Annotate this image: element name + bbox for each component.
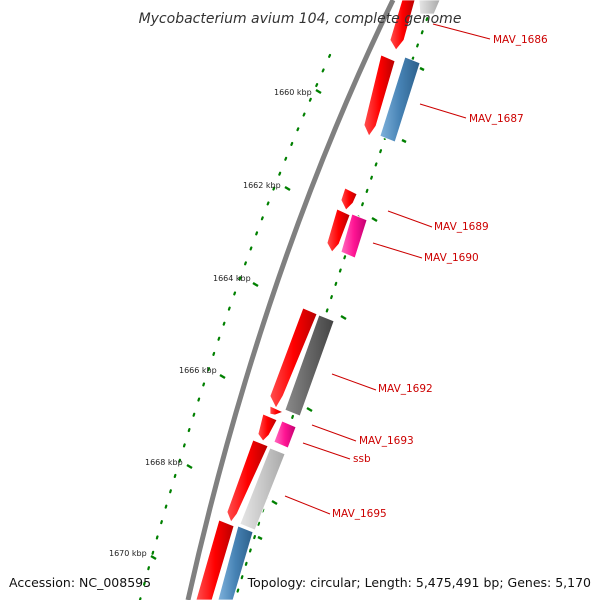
scale-tick-1670 — [150, 554, 157, 561]
gene-red-1692 — [269, 307, 318, 409]
gene-label-mav-1695[interactable]: MAV_1695 — [332, 508, 387, 520]
scale-tick-1662 — [284, 185, 291, 192]
gene-labels: MAV_1686 MAV_1687 MAV_1689 MAV_1690 MAV_… — [332, 34, 548, 520]
gene-red-1696 — [195, 519, 235, 600]
gene-red-1689 — [326, 208, 351, 253]
gene-label-ssb[interactable]: ssb — [353, 453, 371, 465]
gene-light-1695 — [239, 447, 286, 531]
tick-label-1668: 1668 kbp — [145, 458, 183, 467]
gene-features-alt — [217, 0, 441, 600]
scale-tick-1664 — [252, 281, 259, 288]
tick-label-1660: 1660 kbp — [274, 88, 312, 97]
gene-blue-1687 — [379, 56, 421, 143]
gene-red-1693 — [257, 413, 278, 442]
gene-dark-1692 — [284, 314, 335, 417]
gene-label-mav-1686[interactable]: MAV_1686 — [493, 34, 548, 46]
tick-label-1670: 1670 kbp — [109, 549, 147, 558]
scale-tick-marks — [150, 88, 322, 561]
scale-tick-1660 — [315, 88, 322, 95]
gene-label-mav-1690[interactable]: MAV_1690 — [424, 252, 479, 264]
gene-red-1688 — [340, 187, 358, 211]
gene-label-mav-1687[interactable]: MAV_1687 — [469, 113, 524, 125]
map-title: Mycobacterium avium 104, complete genome — [139, 11, 462, 27]
genome-summary-text: Topology: circular; Length: 5,475,491 bp… — [247, 575, 591, 590]
scale-tick-1668 — [186, 463, 193, 470]
scale-tick-labels: 1660 kbp 1662 kbp 1664 kbp 1666 kbp 1668… — [109, 88, 312, 558]
gene-red-1687 — [363, 54, 396, 137]
gene-red-ssb-pre — [226, 439, 269, 523]
gene-magenta-ssb — [273, 420, 297, 449]
gene-label-mav-1693[interactable]: MAV_1693 — [359, 435, 414, 447]
gene-blue-1696 — [217, 525, 254, 600]
tick-label-1664: 1664 kbp — [213, 274, 251, 283]
tick-label-1666: 1666 kbp — [179, 366, 217, 375]
gene-red-1686 — [389, 0, 416, 51]
gene-label-mav-1692[interactable]: MAV_1692 — [378, 383, 433, 395]
gene-features — [195, 0, 416, 600]
scale-tick-1666 — [219, 373, 226, 380]
inner-tick-marks — [257, 66, 425, 541]
genome-backbone — [185, 0, 396, 600]
gene-callout-lines — [284, 23, 491, 515]
accession-text: Accession: NC_008595 — [9, 575, 151, 590]
gene-magenta-1690 — [340, 213, 368, 259]
gene-light-1686 — [418, 0, 441, 15]
gene-red-small — [269, 405, 285, 416]
gene-label-mav-1689[interactable]: MAV_1689 — [434, 221, 489, 233]
tick-label-1662: 1662 kbp — [243, 181, 281, 190]
